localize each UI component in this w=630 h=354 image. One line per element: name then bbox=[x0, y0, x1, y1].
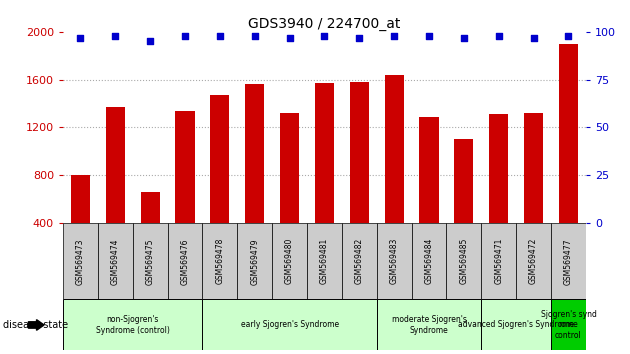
Point bbox=[319, 33, 329, 39]
Bar bbox=[245, 84, 265, 271]
Bar bbox=[98, 223, 133, 299]
Bar bbox=[202, 223, 238, 299]
Bar bbox=[63, 223, 98, 299]
Text: GSM569479: GSM569479 bbox=[250, 238, 259, 285]
Bar bbox=[238, 223, 272, 299]
Text: GSM569480: GSM569480 bbox=[285, 238, 294, 285]
Text: disease state: disease state bbox=[3, 320, 68, 330]
Bar bbox=[63, 299, 202, 350]
Bar bbox=[106, 107, 125, 271]
Point bbox=[529, 35, 539, 40]
Bar bbox=[350, 82, 369, 271]
Bar bbox=[342, 223, 377, 299]
Point bbox=[180, 33, 190, 39]
Bar bbox=[551, 223, 586, 299]
Text: Sjogren's synd
rome
control: Sjogren's synd rome control bbox=[541, 310, 597, 340]
Bar bbox=[377, 299, 481, 350]
Bar bbox=[202, 299, 377, 350]
Text: GSM569475: GSM569475 bbox=[146, 238, 154, 285]
Bar bbox=[168, 223, 202, 299]
Text: GSM569473: GSM569473 bbox=[76, 238, 85, 285]
Point bbox=[563, 33, 573, 39]
Bar bbox=[447, 223, 481, 299]
Text: GSM569485: GSM569485 bbox=[459, 238, 468, 285]
Point bbox=[424, 33, 434, 39]
Point bbox=[285, 35, 295, 40]
Point bbox=[145, 39, 155, 44]
Point bbox=[494, 33, 504, 39]
Text: GSM569476: GSM569476 bbox=[181, 238, 190, 285]
Text: GSM569478: GSM569478 bbox=[215, 238, 224, 285]
Text: GSM569484: GSM569484 bbox=[425, 238, 433, 285]
Text: moderate Sjogren's
Syndrome: moderate Sjogren's Syndrome bbox=[392, 315, 466, 335]
Text: GSM569482: GSM569482 bbox=[355, 238, 364, 284]
Bar bbox=[551, 299, 586, 350]
Text: GSM569472: GSM569472 bbox=[529, 238, 538, 285]
Bar bbox=[377, 223, 411, 299]
Text: advanced Sjogren's Syndrome: advanced Sjogren's Syndrome bbox=[458, 320, 574, 330]
Point bbox=[249, 33, 260, 39]
Text: GSM569483: GSM569483 bbox=[390, 238, 399, 285]
Bar bbox=[280, 113, 299, 271]
Bar bbox=[140, 192, 160, 271]
Bar bbox=[411, 223, 447, 299]
Text: GSM569477: GSM569477 bbox=[564, 238, 573, 285]
Bar bbox=[516, 223, 551, 299]
Bar bbox=[481, 299, 551, 350]
Bar bbox=[489, 114, 508, 271]
Bar bbox=[454, 139, 474, 271]
Bar bbox=[559, 44, 578, 271]
Bar bbox=[272, 223, 307, 299]
Point bbox=[110, 33, 120, 39]
Text: GSM569471: GSM569471 bbox=[495, 238, 503, 285]
Bar bbox=[315, 83, 334, 271]
Bar bbox=[175, 111, 195, 271]
Point bbox=[354, 35, 364, 40]
Point bbox=[389, 33, 399, 39]
Point bbox=[215, 33, 225, 39]
Title: GDS3940 / 224700_at: GDS3940 / 224700_at bbox=[248, 17, 401, 31]
Text: GSM569481: GSM569481 bbox=[320, 238, 329, 284]
Point bbox=[76, 35, 86, 40]
Text: early Sjogren's Syndrome: early Sjogren's Syndrome bbox=[241, 320, 339, 330]
Bar bbox=[133, 223, 168, 299]
Bar bbox=[71, 175, 90, 271]
Point bbox=[459, 35, 469, 40]
Bar bbox=[307, 223, 342, 299]
Bar bbox=[524, 113, 543, 271]
Bar bbox=[384, 75, 404, 271]
Bar bbox=[420, 117, 438, 271]
Text: non-Sjogren's
Syndrome (control): non-Sjogren's Syndrome (control) bbox=[96, 315, 169, 335]
Bar bbox=[210, 95, 229, 271]
Text: GSM569474: GSM569474 bbox=[111, 238, 120, 285]
Bar bbox=[481, 223, 516, 299]
